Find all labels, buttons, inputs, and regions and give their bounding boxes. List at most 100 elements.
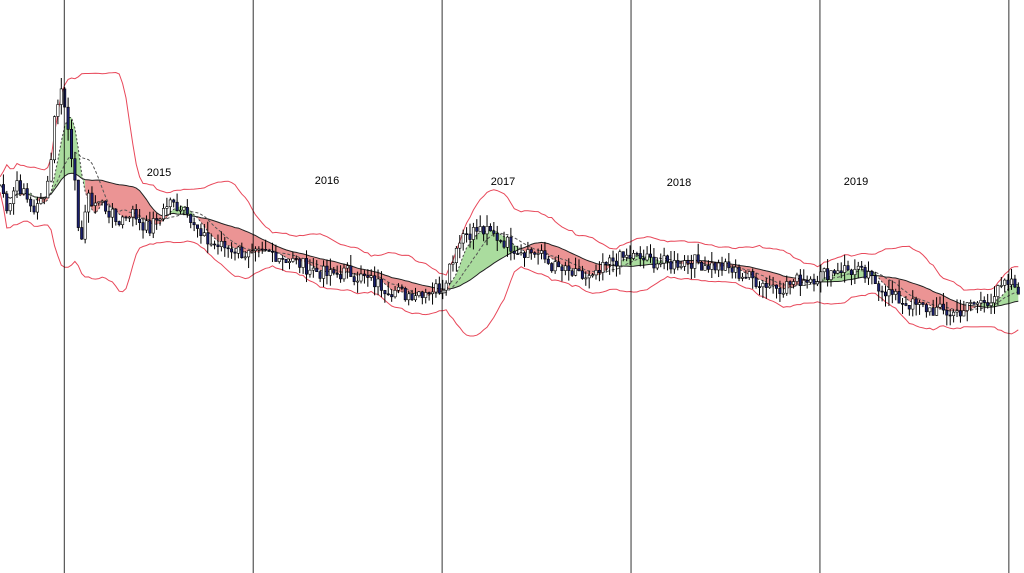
candle-body — [226, 247, 230, 250]
candle-body — [567, 265, 571, 271]
candle-body — [604, 261, 608, 265]
moving-average-lines — [0, 116, 1019, 314]
candle-body — [359, 273, 363, 282]
candle — [114, 208, 118, 226]
candle-body — [420, 291, 424, 298]
candle — [965, 302, 969, 322]
candle-body — [655, 263, 659, 269]
candle-body — [304, 258, 308, 275]
candle-body — [339, 274, 343, 280]
candle — [366, 269, 370, 287]
candle — [999, 276, 1003, 289]
candle — [437, 276, 441, 295]
candle — [304, 250, 308, 283]
candle-body — [815, 281, 819, 285]
candle-body — [751, 271, 755, 279]
candle-body — [107, 210, 111, 218]
candle-body — [192, 222, 196, 226]
candle — [158, 217, 162, 226]
candle-body — [168, 199, 172, 207]
candle — [696, 243, 700, 265]
candle-body — [676, 260, 680, 268]
candle — [185, 199, 189, 218]
candle — [608, 254, 612, 275]
candle — [93, 195, 97, 214]
candle — [700, 260, 704, 271]
candle-body — [546, 258, 550, 264]
candle-body — [127, 216, 131, 219]
candle-body — [907, 304, 911, 310]
candle-body — [400, 286, 404, 289]
candle-body — [315, 267, 319, 273]
candle — [400, 284, 404, 291]
candle — [59, 77, 63, 115]
candle — [390, 289, 394, 302]
candle — [209, 233, 213, 247]
candle — [727, 253, 731, 274]
candle-body — [849, 269, 853, 275]
candle — [972, 301, 976, 305]
candle — [795, 272, 799, 286]
candle-body — [734, 266, 738, 273]
candle — [461, 229, 465, 251]
candle — [631, 249, 635, 261]
candle-body — [76, 179, 80, 228]
candle-body — [693, 254, 697, 269]
candle-body — [788, 281, 792, 285]
candle — [104, 200, 108, 215]
candle — [802, 269, 806, 286]
candle-body — [114, 208, 118, 222]
candle — [342, 263, 346, 282]
candle — [907, 304, 911, 316]
candle-body — [73, 158, 77, 181]
candle — [168, 197, 172, 215]
candle — [444, 280, 448, 296]
candle — [175, 193, 179, 212]
candle — [162, 203, 166, 222]
candle — [577, 259, 581, 272]
candle — [352, 273, 356, 286]
candle-body — [536, 253, 540, 255]
candle — [584, 271, 588, 286]
candle-body — [638, 253, 642, 259]
candle — [39, 193, 43, 205]
candle-body — [492, 230, 496, 234]
candle — [97, 201, 101, 206]
candle-body — [911, 298, 915, 310]
candle — [655, 257, 659, 271]
candle — [812, 273, 816, 292]
candle — [778, 280, 782, 302]
candle — [546, 255, 550, 265]
candle-body — [502, 240, 506, 248]
candle — [689, 254, 693, 280]
candle-body — [1, 184, 5, 194]
candle-body — [15, 180, 19, 192]
year-labels: 2015 2016 2017 2018 2019 — [147, 167, 868, 189]
candle-body — [1016, 286, 1020, 295]
candle-body — [669, 261, 673, 270]
candle — [270, 242, 274, 263]
candle-body — [744, 276, 748, 279]
candle — [563, 261, 567, 276]
candle-body — [49, 159, 53, 182]
candle — [873, 271, 877, 285]
candle-body — [39, 198, 43, 204]
candle-body — [958, 310, 962, 317]
candle-body — [87, 192, 91, 213]
candle — [291, 251, 295, 263]
candle-body — [158, 218, 162, 221]
candle — [979, 291, 983, 311]
candle — [822, 267, 826, 279]
candle — [73, 152, 77, 191]
candle — [662, 247, 666, 270]
candle — [22, 183, 26, 196]
candle-body — [533, 252, 537, 255]
candle-body — [505, 236, 509, 248]
candle — [529, 247, 533, 260]
candle — [488, 223, 492, 232]
candle — [894, 288, 898, 301]
candle-body — [8, 203, 12, 212]
year-dividers — [63, 0, 1010, 573]
candle — [557, 254, 561, 268]
candle-body — [267, 250, 271, 252]
